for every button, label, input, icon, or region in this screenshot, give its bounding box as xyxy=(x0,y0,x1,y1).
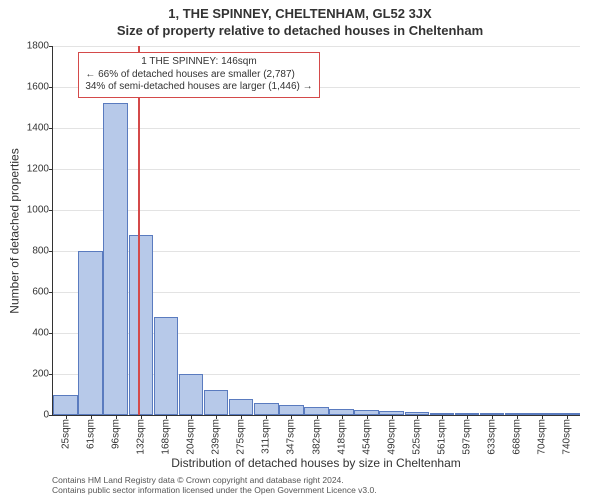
y-axis-title: Number of detached properties xyxy=(8,46,22,416)
histogram-bar xyxy=(304,407,329,415)
histogram-bar xyxy=(154,317,179,415)
info-box-smaller: ← 66% of detached houses are smaller (2,… xyxy=(85,69,312,82)
y-tick-label: 0 xyxy=(43,410,49,421)
x-tick-label: 454sqm xyxy=(361,419,372,455)
x-tick-label: 168sqm xyxy=(160,419,171,455)
x-tick-label: 490sqm xyxy=(386,419,397,455)
x-tick-label: 96sqm xyxy=(110,419,121,449)
chart-title: Size of property relative to detached ho… xyxy=(0,21,600,38)
attribution-line2: Contains public sector information licen… xyxy=(52,485,580,495)
x-tick-label: 204sqm xyxy=(186,419,197,455)
x-tick-label: 311sqm xyxy=(261,419,272,454)
y-tick-label: 400 xyxy=(32,328,49,339)
x-tick-label: 597sqm xyxy=(462,419,473,455)
y-tick-label: 200 xyxy=(32,369,49,380)
y-tick-label: 1000 xyxy=(27,205,49,216)
x-tick-label: 61sqm xyxy=(85,419,96,449)
histogram-bar xyxy=(254,403,279,415)
x-tick-label: 561sqm xyxy=(436,419,447,455)
x-tick-label: 25sqm xyxy=(60,419,71,449)
attribution-line1: Contains HM Land Registry data © Crown c… xyxy=(52,475,580,485)
x-tick-label: 347sqm xyxy=(286,419,297,455)
property-info-box: 1 THE SPINNEY: 146sqm← 66% of detached h… xyxy=(78,52,319,98)
x-tick-label: 633sqm xyxy=(487,419,498,455)
y-tick-label: 1400 xyxy=(27,123,49,134)
info-box-larger: 34% of semi-detached houses are larger (… xyxy=(85,81,312,94)
x-tick-label: 668sqm xyxy=(512,419,523,455)
histogram-bar xyxy=(78,251,103,415)
x-tick-label: 275sqm xyxy=(236,419,247,455)
histogram-bar xyxy=(103,103,128,415)
address-title: 1, THE SPINNEY, CHELTENHAM, GL52 3JX xyxy=(0,0,600,21)
property-marker-line xyxy=(138,46,140,415)
y-tick-label: 600 xyxy=(32,287,49,298)
y-tick-label: 1200 xyxy=(27,164,49,175)
x-tick-label: 418sqm xyxy=(336,419,347,455)
info-box-title: 1 THE SPINNEY: 146sqm xyxy=(85,56,312,69)
x-axis-title: Distribution of detached houses by size … xyxy=(52,456,580,470)
x-tick-label: 740sqm xyxy=(562,419,573,455)
histogram-bar xyxy=(53,395,78,416)
y-tick-label: 800 xyxy=(32,246,49,257)
x-tick-label: 525sqm xyxy=(411,419,422,455)
histogram-bar xyxy=(129,235,154,415)
chart-area: 02004006008001000120014001600180025sqm61… xyxy=(52,46,580,416)
x-tick-label: 382sqm xyxy=(311,419,322,455)
histogram-bar xyxy=(179,374,204,415)
histogram-bar xyxy=(229,399,254,415)
histogram-bar xyxy=(204,390,229,415)
x-tick-label: 704sqm xyxy=(537,419,548,455)
histogram-bar xyxy=(279,405,304,415)
x-tick-label: 239sqm xyxy=(211,419,222,455)
y-tick-label: 1800 xyxy=(27,41,49,52)
attribution: Contains HM Land Registry data © Crown c… xyxy=(52,475,580,495)
y-tick-label: 1600 xyxy=(27,82,49,93)
x-tick-label: 132sqm xyxy=(135,419,146,455)
